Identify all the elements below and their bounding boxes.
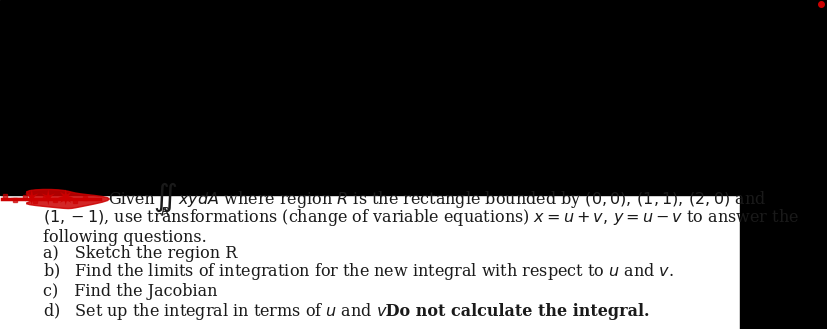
Text: $xydA$ where region $R$ is the rectangle bounded by $(0,0)$$,\,(1,1),\,(2,0)$ an: $xydA$ where region $R$ is the rectangle… <box>178 189 765 210</box>
Text: Given: Given <box>108 190 155 208</box>
Bar <box>0 0 827 195</box>
Text: $\iint$: $\iint$ <box>153 180 177 214</box>
Text: —: — <box>10 187 35 211</box>
Polygon shape <box>26 190 109 209</box>
Text: b)   Find the limits of integration for the new integral with respect to $u$ and: b) Find the limits of integration for th… <box>43 262 673 283</box>
Text: c) Find the Jacobian: c) Find the Jacobian <box>43 283 218 299</box>
Bar <box>739 0 827 329</box>
Text: $(1,-1)$, use transformations (change of variable equations) $x=u+v,\,y=u-v$ to : $(1,-1)$, use transformations (change of… <box>43 208 798 229</box>
Text: $R$: $R$ <box>160 206 170 218</box>
Text: following questions.: following questions. <box>43 229 207 245</box>
Text: Do not calculate the integral.: Do not calculate the integral. <box>380 303 648 320</box>
Text: d)   Set up the integral in terms of $u$ and $v$.: d) Set up the integral in terms of $u$ a… <box>43 301 390 322</box>
Text: a) Sketch the region R: a) Sketch the region R <box>43 245 237 263</box>
Text: ✶✶✷: ✶✶✷ <box>22 189 74 209</box>
